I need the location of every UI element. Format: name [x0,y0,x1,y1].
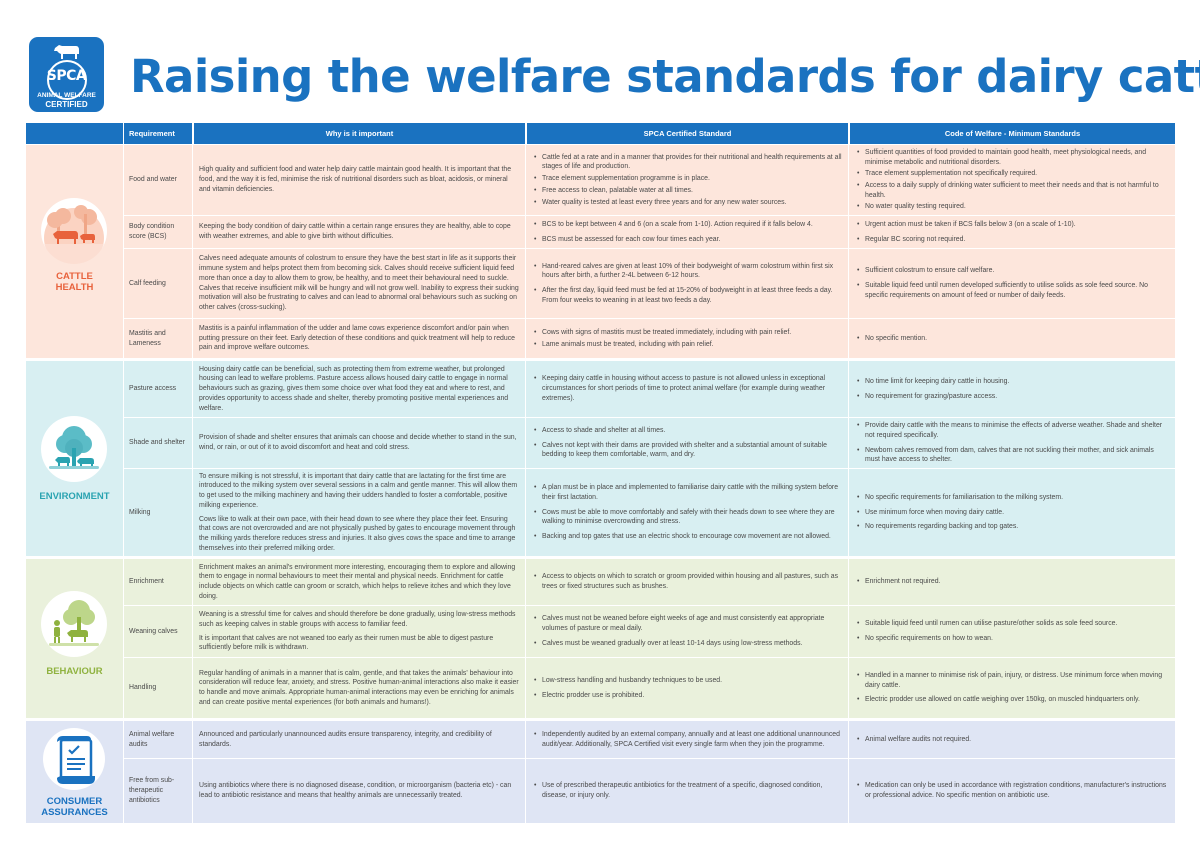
requirement-cell: Body condition score (BCS) [123,216,192,248]
why-cell: Regular handling of animals in a manner … [192,658,525,718]
logo-line2: CERTIFIED [45,100,88,109]
code-cell: Urgent action must be taken if BCS falls… [848,216,1175,248]
category-environment: ENVIRONMENT [26,361,123,556]
page-title: Raising the welfare standards for dairy … [130,50,1200,103]
section-behaviour: BEHAVIOUR Enrichment Enrichment makes an… [26,559,1175,718]
why-cell: Using antibiotics where there is no diag… [192,759,525,823]
header-category [26,123,123,144]
spca-cell: Cattle fed at a rate and in a manner tha… [525,145,848,215]
table-row: Calf feeding Calves need adequate amount… [123,248,1175,318]
table-row: Food and water High quality and sufficie… [123,145,1175,215]
spca-cell: A plan must be in place and implemented … [525,469,848,556]
code-cell: Medication can only be used in accordanc… [848,759,1175,823]
spca-cell: Independently audited by an external com… [525,721,848,758]
requirement-cell: Milking [123,469,192,556]
requirement-cell: Enrichment [123,559,192,605]
scroll-icon [43,728,105,790]
code-cell: Provide dairy cattle with the means to m… [848,418,1175,468]
why-cell: High quality and sufficient food and wat… [192,145,525,215]
why-cell: Enrichment makes an animal's environment… [192,559,525,605]
category-label: BEHAVIOUR [46,666,103,677]
table-row: Weaning calves Weaning is a stressful ti… [123,605,1175,657]
spca-logo: SPCA ANIMAL WELFARE CERTIFIED [29,37,104,112]
header-spca: SPCA Certified Standard [527,123,848,144]
requirement-cell: Food and water [123,145,192,215]
code-cell: No time limit for keeping dairy cattle i… [848,361,1175,417]
requirement-cell: Weaning calves [123,606,192,657]
requirement-cell: Free from sub-therapeutic antibiotics [123,759,192,823]
logo-line1: ANIMAL WELFARE [37,92,96,99]
table-row: Enrichment Enrichment makes an animal's … [123,559,1175,605]
table-row: Animal welfare audits Announced and part… [123,721,1175,758]
spca-cell: Hand-reared calves are given at least 10… [525,249,848,318]
cattle-icon [41,198,107,264]
spca-cell: Cows with signs of mastitis must be trea… [525,319,848,358]
code-cell: Enrichment not required. [848,559,1175,605]
table-row: Handling Regular handling of animals in … [123,657,1175,718]
requirement-cell: Pasture access [123,361,192,417]
code-cell: Sufficient quantities of food provided t… [848,145,1175,215]
why-cell: Keeping the body condition of dairy catt… [192,216,525,248]
person-tree-cow-icon [41,591,107,657]
tree-icon [41,416,107,482]
why-cell: Calves need adequate amounts of colostru… [192,249,525,318]
category-consumer-assurances: CONSUMER ASSURANCES [26,721,123,823]
code-cell: Animal welfare audits not required. [848,721,1175,758]
table-row: Pasture access Housing dairy cattle can … [123,361,1175,417]
spca-cell: BCS to be kept between 4 and 6 (on a sca… [525,216,848,248]
category-label: CONSUMER ASSURANCES [41,796,108,818]
table-row: Mastitis and Lameness Mastitis is a pain… [123,318,1175,358]
spca-cell: Low-stress handling and husbandry techni… [525,658,848,718]
requirement-cell: Mastitis and Lameness [123,319,192,358]
code-cell: No specific requirements for familiarisa… [848,469,1175,556]
why-cell: Mastitis is a painful inflammation of th… [192,319,525,358]
code-cell: No specific mention. [848,319,1175,358]
header-why: Why is it important [194,123,525,144]
header-requirement: Requirement [124,123,192,144]
category-label: CATTLE HEALTH [55,271,94,293]
spca-cell: Access to shade and shelter at all times… [525,418,848,468]
spca-cell: Calves must not be weaned before eight w… [525,606,848,657]
section-consumer-assurances: CONSUMER ASSURANCES Animal welfare audits… [26,721,1175,823]
cow-silhouette-icon [54,45,79,59]
section-cattle-health: CATTLE HEALTH Food and water High quality… [26,145,1175,358]
why-cell: Provision of shade and shelter ensures t… [192,418,525,468]
requirement-cell: Calf feeding [123,249,192,318]
spca-cell: Use of prescribed therapeutic antibiotic… [525,759,848,823]
logo-brand: SPCA [46,68,87,84]
why-cell: To ensure milking is not stressful, it i… [192,469,525,556]
table-row: Body condition score (BCS) Keeping the b… [123,215,1175,248]
logo-ring [47,60,87,100]
code-cell: Handled in a manner to minimise risk of … [848,658,1175,718]
category-behaviour: BEHAVIOUR [26,559,123,718]
why-cell: Weaning is a stressful time for calves a… [192,606,525,657]
requirement-cell: Handling [123,658,192,718]
table-row: Milking To ensure milking is not stressf… [123,468,1175,556]
category-cattle-health: CATTLE HEALTH [26,145,123,358]
category-label: ENVIRONMENT [39,491,110,502]
requirement-cell: Animal welfare audits [123,721,192,758]
why-cell: Announced and particularly unannounced a… [192,721,525,758]
code-cell: Sufficient colostrum to ensure calf welf… [848,249,1175,318]
section-environment: ENVIRONMENT Pasture access Housing dairy… [26,361,1175,556]
why-cell: Housing dairy cattle can be beneficial, … [192,361,525,417]
table-row: Free from sub-therapeutic antibiotics Us… [123,758,1175,823]
header-code: Code of Welfare - Minimum Standards [850,123,1175,144]
table-row: Shade and shelter Provision of shade and… [123,417,1175,468]
spca-cell: Access to objects on which to scratch or… [525,559,848,605]
code-cell: Suitable liquid feed until rumen can uti… [848,606,1175,657]
spca-cell: Keeping dairy cattle in housing without … [525,361,848,417]
requirement-cell: Shade and shelter [123,418,192,468]
